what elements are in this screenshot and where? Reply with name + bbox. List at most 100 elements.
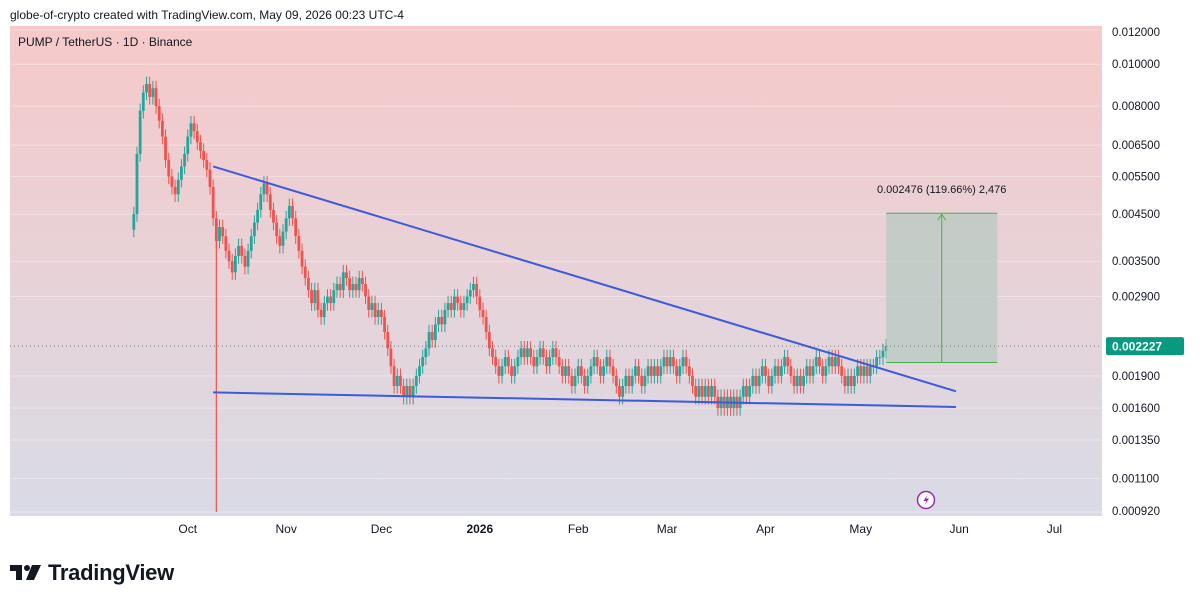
candle-body	[408, 386, 412, 397]
tradingview-logo[interactable]: TradingView	[10, 560, 174, 586]
tradingview-logo-text: TradingView	[48, 560, 174, 585]
x-tick-label: Oct	[178, 522, 197, 536]
candle-body	[192, 123, 196, 132]
candle-body	[586, 375, 590, 387]
candle-body	[824, 366, 828, 376]
price-chart[interactable]: 0.002476 (119.66%) 2,476 0.012000 0.01000…	[10, 26, 1190, 542]
candle-body	[446, 303, 450, 310]
trendlines[interactable]	[212, 165, 957, 408]
y-axis-bg	[1102, 26, 1190, 542]
candle-body	[840, 366, 844, 376]
candle-body	[608, 357, 612, 367]
candle-body	[294, 218, 298, 237]
candle-body	[440, 317, 444, 325]
candle-body	[230, 261, 234, 273]
candle-body	[465, 296, 469, 304]
y-axis: 0.012000 0.010000 0.008000 0.006500 0.005500…	[1102, 26, 1190, 542]
candle-body	[697, 386, 701, 397]
y-tick-label: 0.002900	[1112, 292, 1160, 304]
chart-caption: globe-of-crypto created with TradingView…	[10, 8, 404, 22]
candle-body	[176, 179, 180, 195]
candle-body	[881, 350, 885, 358]
candle-body	[551, 348, 555, 358]
candle-body	[576, 366, 580, 376]
candle-body	[145, 83, 148, 93]
candle-body	[643, 375, 647, 387]
candle-body	[427, 332, 431, 349]
candle-body	[494, 357, 498, 367]
x-tick-label: Feb	[568, 522, 589, 536]
candle-body	[354, 284, 358, 291]
candle-body	[713, 386, 717, 397]
candle-body	[849, 375, 853, 387]
candle-body	[506, 357, 510, 367]
candle-body	[541, 348, 545, 358]
candle-body	[265, 183, 269, 195]
candle-body	[557, 357, 561, 367]
candle-body	[783, 357, 786, 367]
candle-body	[316, 290, 320, 310]
candle-body	[678, 366, 682, 376]
candle-body	[360, 278, 364, 285]
candle-body	[138, 110, 142, 154]
candle-body	[779, 366, 783, 376]
candle-body	[852, 375, 856, 387]
candle-body	[418, 366, 421, 376]
candle-body	[630, 375, 634, 387]
candle-body	[776, 366, 780, 376]
candle-body	[411, 386, 415, 397]
candle-body	[633, 366, 637, 376]
candle-body	[687, 366, 691, 376]
candle-body	[522, 348, 526, 358]
candle-body	[424, 348, 428, 358]
candle-body	[856, 366, 859, 376]
candle-body	[837, 357, 840, 367]
candle-body	[348, 278, 352, 291]
candle-body	[519, 348, 523, 358]
candle-body	[386, 332, 390, 349]
candle-body	[653, 366, 656, 376]
candle-body	[310, 290, 313, 304]
candle-body	[833, 357, 837, 367]
candle-body	[186, 136, 190, 154]
candle-body	[164, 136, 167, 161]
tradingview-logo-icon	[10, 565, 41, 580]
candle-body	[668, 357, 672, 367]
candle-body	[357, 278, 361, 291]
candle-body	[675, 366, 679, 376]
candle-body	[818, 357, 821, 367]
candle-body	[132, 214, 136, 230]
candle-body	[640, 375, 644, 387]
candle-body	[786, 357, 790, 367]
candle-body	[449, 303, 453, 310]
candle-body	[275, 222, 279, 237]
candle-body	[389, 348, 393, 367]
candle-body	[487, 332, 491, 349]
x-tick-label: 2026	[466, 522, 493, 536]
candle-body	[148, 83, 152, 97]
candle-body	[710, 386, 713, 397]
candle-body	[262, 183, 266, 195]
candle-body	[272, 209, 275, 223]
candle-body	[535, 357, 539, 367]
candle-body	[475, 284, 479, 297]
lightning-icon[interactable]	[916, 490, 936, 510]
candle-body	[306, 278, 310, 291]
candle-body	[421, 357, 425, 367]
last-price-badge	[1106, 337, 1184, 356]
candle-body	[624, 375, 628, 387]
candle-body	[503, 357, 507, 367]
candle-body	[443, 309, 447, 325]
candle-body	[805, 366, 809, 376]
candle-body	[868, 366, 872, 376]
candle-body	[456, 296, 459, 304]
symbol-title: PUMP / TetherUS · 1D · Binance	[18, 35, 193, 49]
x-tick-label: Nov	[276, 522, 297, 536]
candle-body	[548, 357, 552, 367]
measure-tool[interactable]: 0.002476 (119.66%) 2,476	[10, 184, 1102, 364]
chart-area[interactable]: 0.002476 (119.66%) 2,476 0.012000 0.01000…	[10, 26, 1190, 542]
candle-body	[351, 284, 355, 291]
y-tick-label: 0.003500	[1112, 256, 1160, 268]
candle-body	[754, 375, 758, 387]
candle-body	[865, 366, 869, 376]
